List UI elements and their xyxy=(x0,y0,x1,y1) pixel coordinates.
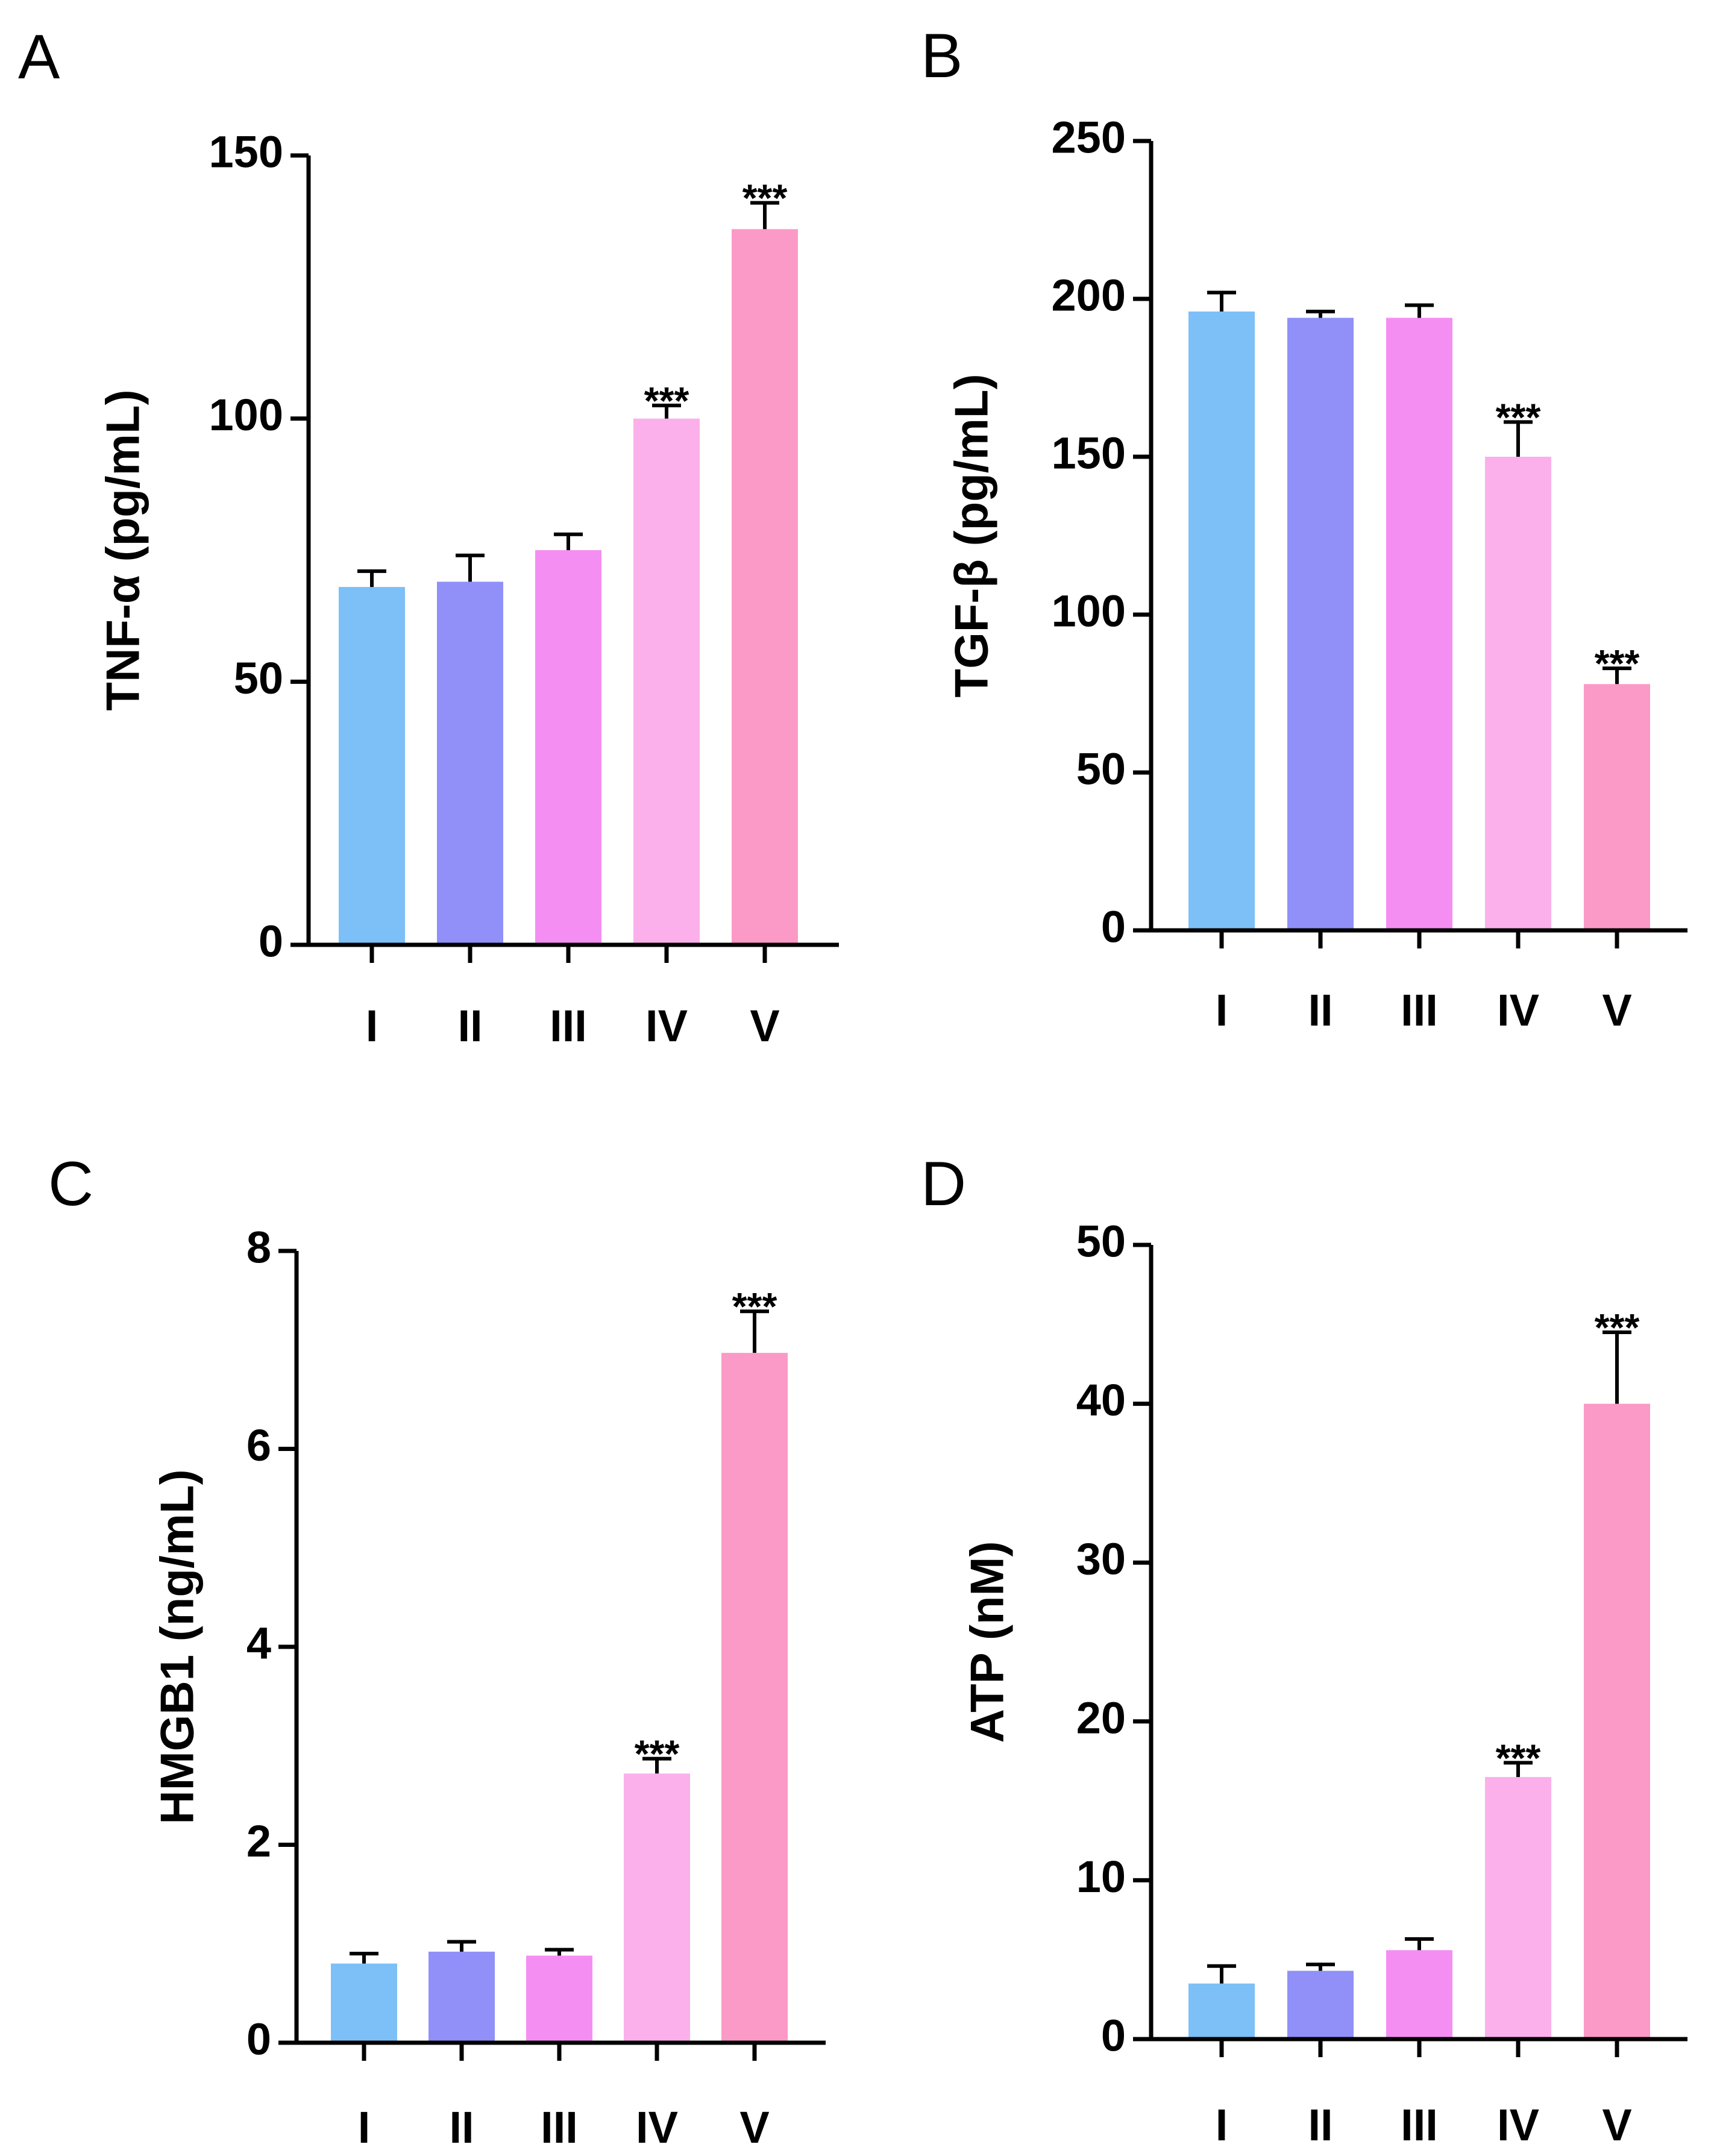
y-axis-label: TNF-α (pg/mL) xyxy=(96,389,149,710)
bar-V xyxy=(732,229,798,945)
y-axis-label: TGF-β (pg/mL) xyxy=(945,374,998,697)
bar-I xyxy=(1188,1983,1255,2039)
y-axis-label: ATP (nM) xyxy=(961,1541,1014,1743)
x-tick-label-II: II xyxy=(1308,2100,1333,2150)
bar-V xyxy=(1584,684,1650,930)
bar-marks: *** *** xyxy=(339,177,798,945)
y-tick-label-30: 30 xyxy=(1076,1534,1126,1584)
x-tick-label-II: II xyxy=(1308,985,1333,1035)
significance-label-V: *** xyxy=(742,177,788,220)
bar-marks: *** *** xyxy=(331,1285,788,2043)
bar-IV xyxy=(1485,457,1551,930)
bar-IV xyxy=(624,1773,690,2043)
y-tick-label-0: 0 xyxy=(1101,2011,1126,2061)
x-tick-label-V: V xyxy=(1602,985,1631,1035)
bar-II xyxy=(429,1951,495,2043)
y-tick-label-100: 100 xyxy=(1052,586,1126,636)
y-tick-label-50: 50 xyxy=(1076,744,1126,794)
y-tick-label-150: 150 xyxy=(209,127,283,177)
y-tick-label-0: 0 xyxy=(1101,902,1126,952)
y-tick-label-0: 0 xyxy=(246,2014,271,2064)
x-tick-label-I: I xyxy=(1216,985,1228,1035)
bar-IV xyxy=(633,418,700,945)
x-tick-label-III: III xyxy=(550,1001,587,1051)
significance-label-V: *** xyxy=(1595,642,1640,685)
bar-marks: *** *** xyxy=(1188,1306,1650,2039)
x-tick-label-IV: IV xyxy=(636,2102,678,2152)
x-tick-label-V: V xyxy=(750,1001,779,1051)
bar-III xyxy=(535,550,601,945)
x-tick-label-III: III xyxy=(1401,2100,1438,2150)
x-tick-label-V: V xyxy=(739,2102,769,2152)
x-tick-label-III: III xyxy=(541,2102,578,2152)
bar-IV xyxy=(1485,1777,1551,2039)
y-tick-label-150: 150 xyxy=(1052,428,1126,478)
bar-marks: *** *** xyxy=(1188,290,1650,931)
bar-III xyxy=(526,1955,592,2043)
bar-V xyxy=(721,1353,788,2043)
x-tick-label-III: III xyxy=(1401,985,1438,1035)
y-tick-label-4: 4 xyxy=(246,1619,271,1669)
y-tick-label-0: 0 xyxy=(259,917,283,967)
y-axis-label: HMGB1 (ng/mL) xyxy=(151,1469,204,1824)
bar-I xyxy=(331,1963,397,2043)
x-tick-label-I: I xyxy=(358,2102,371,2152)
bar-III xyxy=(1386,1950,1452,2039)
panel-label: D xyxy=(921,1149,966,1219)
significance-label-IV: *** xyxy=(1496,395,1541,439)
y-tick-label-8: 8 xyxy=(246,1223,271,1273)
y-tick-label-40: 40 xyxy=(1076,1375,1126,1425)
y-tick-label-20: 20 xyxy=(1076,1693,1126,1743)
y-tick-label-50: 50 xyxy=(1076,1217,1126,1267)
bar-V xyxy=(1584,1403,1650,2039)
x-tick-label-I: I xyxy=(366,1001,378,1051)
panel-label: C xyxy=(48,1149,93,1219)
y-tick-label-2: 2 xyxy=(246,1816,271,1866)
panel-label: B xyxy=(921,21,962,91)
panel-a: A TNF-α (pg/mL) ****** I II III IV V05010015… xyxy=(18,22,839,1051)
bar-II xyxy=(1287,1970,1354,2039)
significance-label-IV: *** xyxy=(1496,1736,1541,1779)
bar-I xyxy=(1188,311,1255,931)
x-tick-label-II: II xyxy=(457,1001,482,1051)
y-tick-label-10: 10 xyxy=(1076,1852,1126,1902)
y-tick-label-100: 100 xyxy=(209,390,283,440)
panel-b: B TGF-β (pg/mL) ****** I II III IV V05010015… xyxy=(921,21,1687,1035)
significance-label-IV: *** xyxy=(644,379,689,422)
x-tick-label-IV: IV xyxy=(645,1001,688,1051)
significance-label-V: *** xyxy=(732,1285,777,1328)
x-tick-label-II: II xyxy=(449,2102,474,2152)
y-tick-label-6: 6 xyxy=(246,1420,271,1470)
x-tick-label-I: I xyxy=(1216,2100,1228,2150)
panel-label: A xyxy=(18,22,60,92)
y-tick-label-50: 50 xyxy=(234,653,283,703)
x-tick-label-V: V xyxy=(1602,2100,1631,2150)
y-tick-label-250: 250 xyxy=(1052,113,1126,163)
x-tick-label-IV: IV xyxy=(1497,985,1539,1035)
significance-label-V: *** xyxy=(1595,1306,1640,1349)
x-tick-label-IV: IV xyxy=(1497,2100,1539,2150)
bar-I xyxy=(339,587,405,945)
significance-label-IV: *** xyxy=(635,1732,680,1776)
y-tick-label-200: 200 xyxy=(1052,271,1126,321)
bar-II xyxy=(437,581,503,945)
bar-II xyxy=(1287,318,1354,930)
bar-III xyxy=(1386,318,1452,930)
